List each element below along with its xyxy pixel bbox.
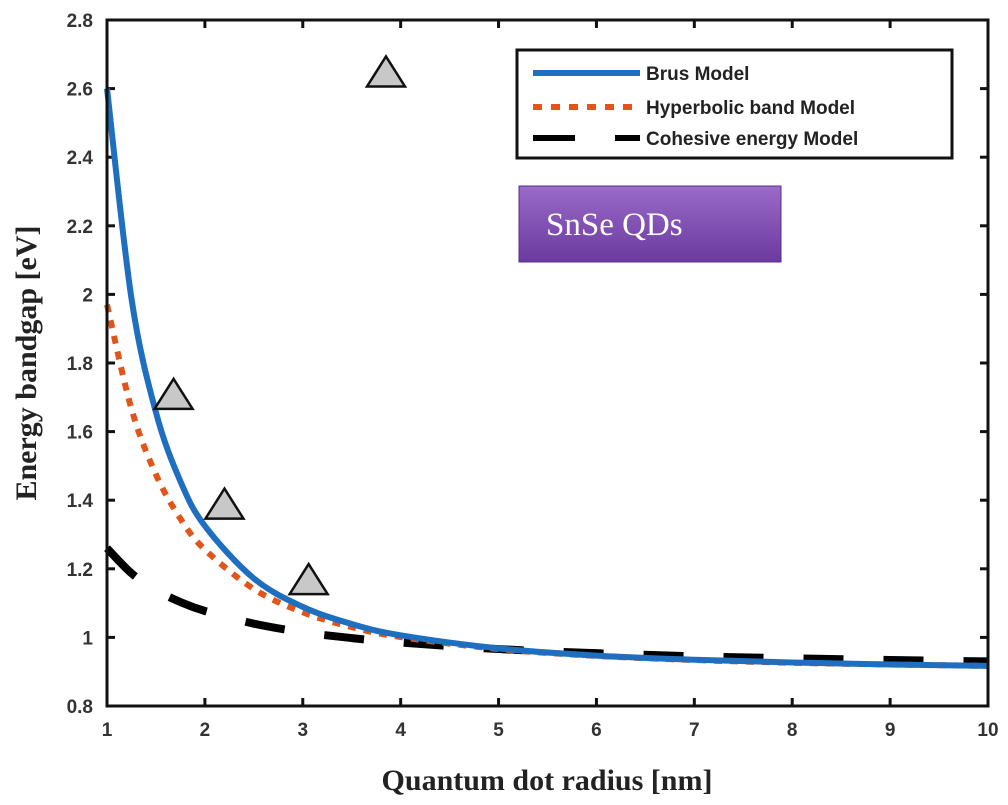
triangle-marker	[287, 561, 330, 596]
y-tick-label: 1.4	[67, 491, 94, 512]
legend-label-cohesive: Cohesive energy Model	[646, 129, 858, 150]
triangle-marker	[203, 486, 246, 520]
x-tick-label: 2	[200, 720, 211, 741]
annotation-box: SnSe QDs	[518, 185, 782, 263]
x-tick-label: 4	[395, 720, 406, 741]
x-tick-label: 6	[591, 720, 602, 741]
legend: Brus Model Hyperbolic band Model Cohesiv…	[515, 48, 954, 160]
y-tick-label: 2.6	[67, 80, 93, 101]
triangle-marker	[364, 54, 408, 88]
plot-frame	[105, 18, 990, 708]
y-tick-label: 1.6	[67, 423, 93, 444]
x-tick-label: 9	[885, 720, 896, 741]
x-tick-label: 5	[493, 720, 504, 741]
y-tick-label: 2	[82, 285, 93, 306]
x-tick-label: 3	[297, 720, 308, 741]
x-axis-label: Quantum dot radius [nm]	[382, 764, 713, 797]
y-tick-label: 0.8	[67, 697, 93, 718]
y-tick-label: 1	[82, 628, 93, 649]
x-tick-label: 1	[102, 720, 113, 741]
legend-label-brus: Brus Model	[646, 64, 749, 85]
series-line-brus-model	[104, 88, 989, 669]
x-tick-label: 8	[787, 720, 798, 741]
y-tick-label: 2.8	[67, 11, 93, 32]
legend-label-hyperbolic: Hyperbolic band Model	[646, 98, 855, 119]
x-tick-label: 7	[689, 720, 700, 741]
annotation-text: SnSe QDs	[546, 207, 683, 243]
x-tick-label: 10	[977, 720, 998, 741]
series-line-hyperbolic-band-model	[104, 304, 989, 669]
y-axis-label: Energy bandgap [eV]	[10, 225, 43, 500]
y-tick-label: 1.2	[67, 560, 93, 581]
y-tick-label: 2.4	[67, 148, 94, 169]
y-tick-label: 2.2	[67, 217, 93, 238]
triangle-marker	[152, 376, 195, 411]
y-tick-label: 1.8	[67, 354, 93, 375]
